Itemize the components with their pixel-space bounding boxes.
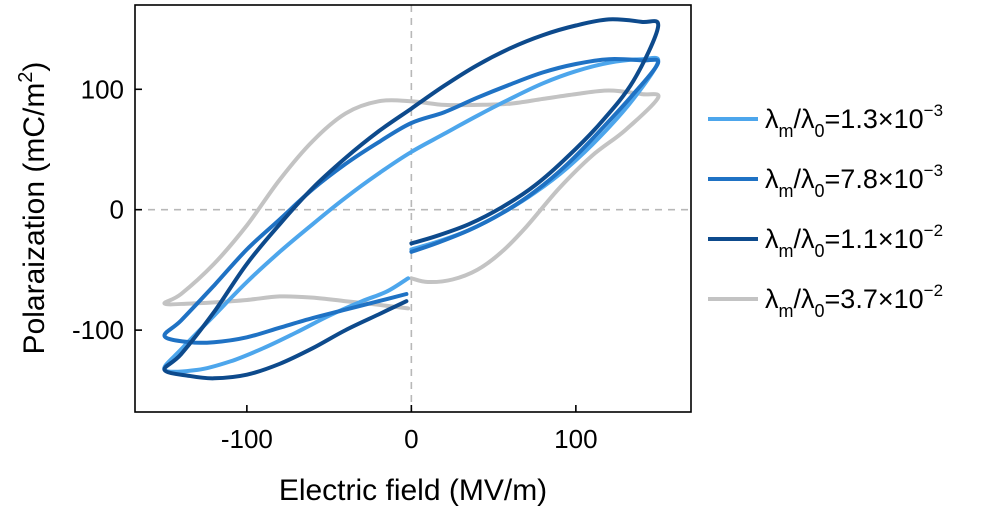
- y-tick-label: 100: [81, 74, 124, 104]
- x-axis-title: Electric field (MV/m): [279, 474, 547, 507]
- plot-frame: [134, 4, 692, 413]
- y-tick-label: -100: [72, 315, 124, 345]
- y-axis-ticks: -100 0 100: [72, 74, 142, 345]
- y-tick-label: 0: [110, 195, 124, 225]
- series-line-3: [162, 17, 661, 381]
- legend-label-2: λm/λ0=7.8×10−3: [765, 161, 943, 201]
- legend-label-3: λm/λ0=1.1×10−2: [765, 221, 943, 261]
- legend-label-1: λm/λ0=1.3×10−3: [765, 101, 943, 141]
- legend: λm/λ0=1.3×10−3 λm/λ0=7.8×10−3 λm/λ0=1.1×10…: [708, 101, 943, 321]
- x-tick-label: 0: [404, 424, 418, 454]
- x-tick-label: 100: [554, 424, 597, 454]
- y-axis-title: Polaraization (mC/m2): [15, 62, 51, 355]
- series-line-2: [162, 57, 661, 345]
- x-axis-ticks: -100 0 100: [221, 405, 598, 454]
- zero-reference-lines: [135, 5, 691, 412]
- legend-label-4: λm/λ0=3.7×10−2: [765, 281, 943, 321]
- series-line-1: [162, 55, 661, 374]
- x-tick-label: -100: [221, 424, 273, 454]
- series-layer: [162, 17, 661, 381]
